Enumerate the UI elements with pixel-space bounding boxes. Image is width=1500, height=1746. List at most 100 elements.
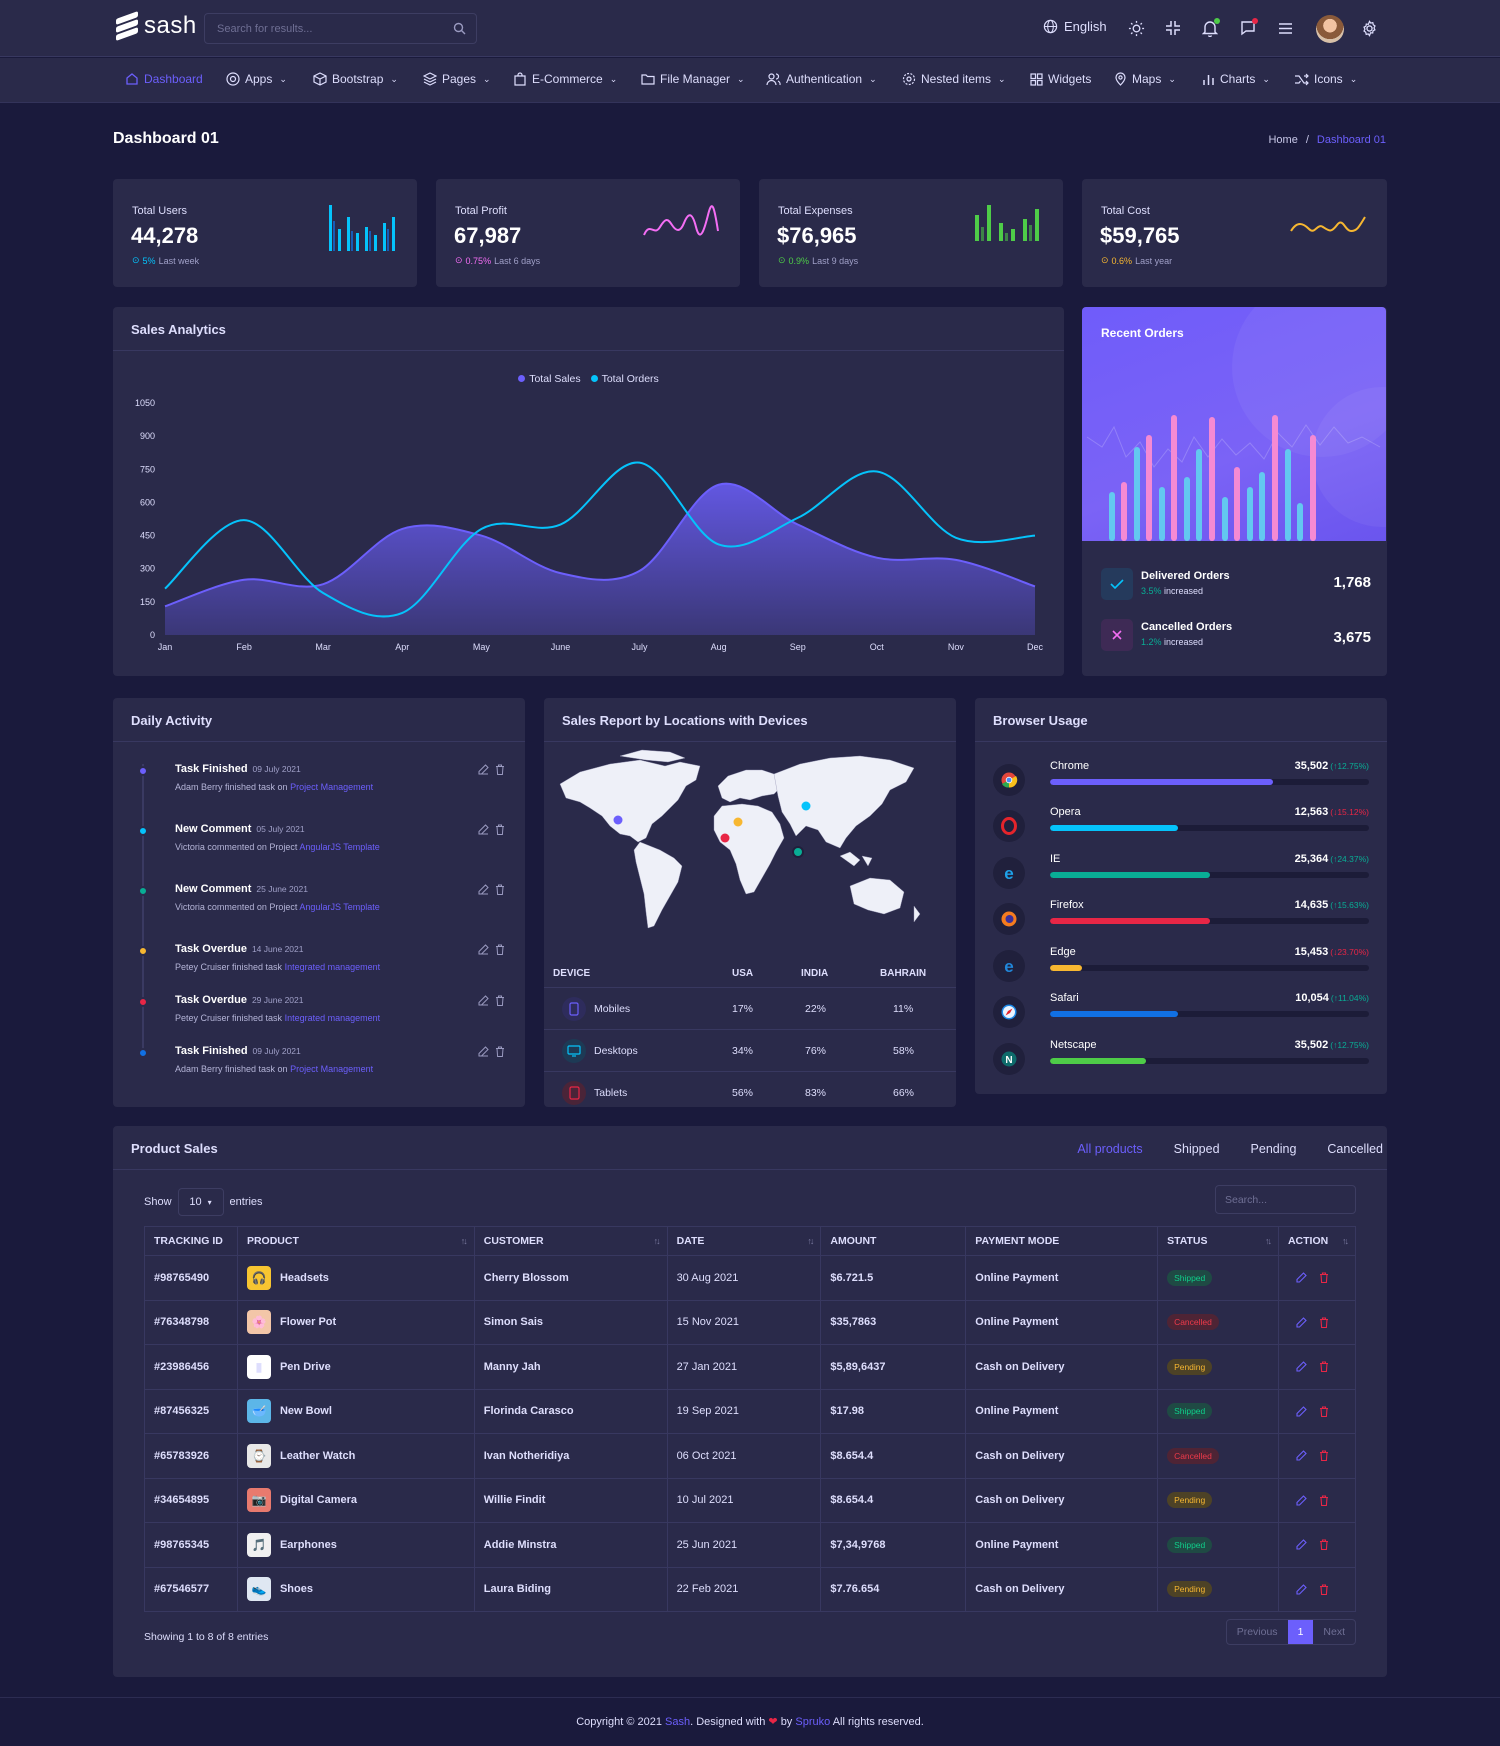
- nav-apps[interactable]: Apps ⌄: [226, 72, 287, 86]
- table-row[interactable]: #98765345 🎵 Earphones Addie Minstra 25 Jun 2…: [144, 1522, 1357, 1568]
- col-amount[interactable]: AMOUNT: [820, 1226, 967, 1256]
- table-row[interactable]: #98765490 🎧 Headsets Cherry Blossom 30 Aug 2…: [144, 1255, 1357, 1301]
- activity-link[interactable]: Project Management: [290, 1064, 374, 1074]
- activity-link[interactable]: AngularJS Template: [299, 842, 380, 852]
- trash-icon[interactable]: [1319, 1450, 1329, 1462]
- legend-item-total-orders[interactable]: Total Orders: [590, 373, 659, 385]
- edit-icon[interactable]: [1296, 1316, 1307, 1328]
- table-row[interactable]: #34654895 📷 Digital Camera Willie Findit 10 …: [144, 1477, 1357, 1523]
- edit-icon[interactable]: [478, 824, 489, 835]
- map-marker[interactable]: [733, 817, 743, 827]
- trash-icon[interactable]: [495, 1046, 505, 1057]
- settings-button[interactable]: [1358, 17, 1380, 39]
- trash-icon[interactable]: [1319, 1584, 1329, 1595]
- brand-logo[interactable]: sash: [116, 10, 197, 42]
- nav-pages[interactable]: Pages ⌄: [423, 72, 491, 86]
- page-1-button[interactable]: 1: [1287, 1620, 1314, 1644]
- col-product[interactable]: PRODUCT ↑↓: [236, 1226, 475, 1256]
- messages-button[interactable]: [1237, 17, 1259, 39]
- col-tracking-id[interactable]: TRACKING ID: [144, 1226, 238, 1256]
- edit-icon[interactable]: [478, 764, 489, 775]
- trash-icon[interactable]: [1319, 1361, 1329, 1373]
- trash-icon[interactable]: [1319, 1495, 1329, 1506]
- nav-ecommerce[interactable]: E-Commerce ⌄: [513, 72, 617, 86]
- map-marker[interactable]: [613, 815, 623, 825]
- edit-icon[interactable]: [1296, 1450, 1307, 1461]
- sort-icon[interactable]: ↑↓: [653, 1236, 661, 1246]
- x-tick-label: Mar: [315, 642, 331, 652]
- edit-icon[interactable]: [478, 1046, 489, 1057]
- tab-pending[interactable]: Pending: [1250, 1142, 1297, 1156]
- footer-brand-link[interactable]: Sash: [665, 1716, 691, 1728]
- search-input[interactable]: [205, 14, 476, 43]
- entries-select[interactable]: 10 ▾: [177, 1188, 224, 1216]
- sort-icon[interactable]: ↑↓: [460, 1236, 468, 1246]
- trash-icon[interactable]: [495, 944, 505, 955]
- col-payment-mode[interactable]: PAYMENT MODE: [965, 1226, 1159, 1256]
- nav-dashboard[interactable]: Dashboard: [125, 72, 203, 86]
- edit-icon[interactable]: [1296, 1583, 1307, 1595]
- tab-shipped[interactable]: Shipped: [1173, 1142, 1220, 1156]
- col-status[interactable]: STATUS ↑↓: [1157, 1226, 1279, 1256]
- breadcrumb-home[interactable]: Home: [1268, 134, 1298, 146]
- trash-icon[interactable]: [1319, 1272, 1329, 1284]
- col-action[interactable]: ACTION ↑↓: [1277, 1226, 1357, 1256]
- nav-nested-items[interactable]: Nested items ⌄: [902, 72, 1006, 86]
- edit-icon[interactable]: [1296, 1494, 1307, 1506]
- activity-link[interactable]: Project Management: [290, 782, 374, 792]
- nav-bootstrap[interactable]: Bootstrap ⌄: [313, 72, 398, 86]
- table-search[interactable]: [1215, 1185, 1356, 1214]
- edit-icon[interactable]: [1296, 1405, 1307, 1417]
- trash-icon[interactable]: [495, 884, 505, 895]
- sort-icon[interactable]: ↑↓: [807, 1236, 814, 1246]
- theme-toggle-button[interactable]: [1125, 17, 1147, 39]
- map-marker[interactable]: [720, 833, 730, 843]
- sort-icon[interactable]: ↑↓: [1264, 1236, 1272, 1246]
- language-selector[interactable]: English: [1043, 19, 1107, 34]
- col-date[interactable]: DATE ↑↓: [666, 1226, 822, 1256]
- map-marker[interactable]: [792, 846, 804, 858]
- trash-icon[interactable]: [1319, 1406, 1329, 1417]
- trash-icon[interactable]: [495, 764, 505, 775]
- edit-icon[interactable]: [478, 884, 489, 895]
- tab-cancelled[interactable]: Cancelled: [1327, 1142, 1383, 1156]
- user-avatar[interactable]: [1316, 15, 1344, 43]
- table-row[interactable]: #65783926 ⌚ Leather Watch Ivan Notheridiya 0…: [144, 1433, 1357, 1479]
- nav-maps[interactable]: Maps ⌄: [1114, 72, 1176, 86]
- legend-item-total-sales[interactable]: Total Sales: [518, 373, 581, 385]
- table-search-input[interactable]: [1216, 1186, 1355, 1213]
- trash-icon[interactable]: [1319, 1317, 1329, 1328]
- activity-link[interactable]: Integrated management: [284, 962, 381, 972]
- nav-icons[interactable]: Icons ⌄: [1294, 72, 1357, 86]
- tab-all-products[interactable]: All products: [1077, 1142, 1143, 1156]
- next-page-button[interactable]: Next: [1323, 1626, 1345, 1638]
- edit-icon[interactable]: [1296, 1272, 1307, 1283]
- table-row[interactable]: #76348798 🌸 Flower Pot Simon Sais 15 Nov 202…: [144, 1299, 1357, 1345]
- fullscreen-button[interactable]: [1162, 17, 1184, 39]
- table-row[interactable]: #87456325 🥣 New Bowl Florinda Carasco 19 Sep…: [144, 1388, 1357, 1434]
- footer-company-link[interactable]: Spruko: [795, 1716, 831, 1728]
- trash-icon[interactable]: [1319, 1539, 1329, 1551]
- edit-icon[interactable]: [1296, 1539, 1307, 1550]
- search-icon[interactable]: [453, 22, 466, 35]
- nav-charts[interactable]: Charts ⌄: [1202, 72, 1270, 86]
- trash-icon[interactable]: [495, 995, 505, 1006]
- prev-page-button[interactable]: Previous: [1236, 1626, 1278, 1638]
- table-row[interactable]: #67546577 👟 Shoes Laura Biding 22 Feb 2021 $7…: [144, 1566, 1357, 1612]
- nav-widgets[interactable]: Widgets: [1030, 72, 1091, 86]
- sort-icon[interactable]: ↑↓: [1342, 1236, 1349, 1246]
- nav-file-manager[interactable]: File Manager ⌄: [641, 72, 745, 86]
- col-customer[interactable]: CUSTOMER ↑↓: [473, 1226, 668, 1256]
- nav-authentication[interactable]: Authentication ⌄: [766, 72, 877, 86]
- notifications-button[interactable]: [1199, 17, 1221, 39]
- edit-icon[interactable]: [478, 944, 489, 955]
- header-search[interactable]: [204, 13, 477, 44]
- table-row[interactable]: #23986456 ▮ Pen Drive Manny Jah 27 Jan 2021 $…: [144, 1344, 1357, 1390]
- trash-icon[interactable]: [495, 824, 505, 835]
- sidebar-toggle-button[interactable]: [1274, 17, 1296, 39]
- map-marker[interactable]: [801, 801, 811, 811]
- activity-link[interactable]: AngularJS Template: [299, 902, 380, 912]
- edit-icon[interactable]: [1296, 1361, 1307, 1372]
- activity-link[interactable]: Integrated management: [284, 1013, 381, 1023]
- edit-icon[interactable]: [478, 995, 489, 1006]
